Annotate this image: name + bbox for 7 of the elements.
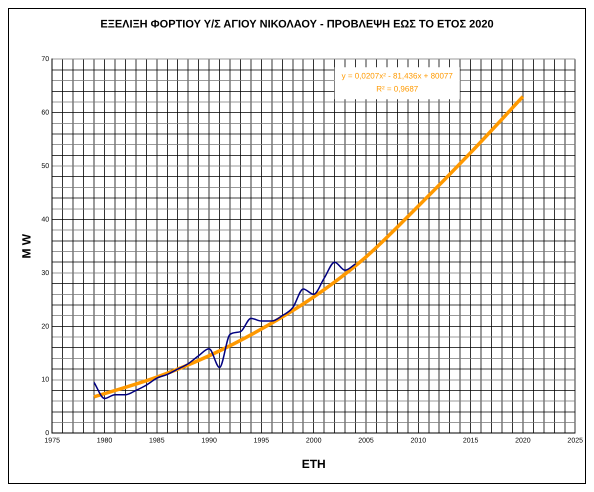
annotation: R² = 0,9687 <box>376 84 419 94</box>
annotation: y = 0,0207x² - 81,436x + 80077 <box>342 71 454 80</box>
x-axis-title: ΕΤΗ <box>302 457 326 472</box>
y-axis-title: M W <box>20 233 34 259</box>
line-series <box>93 261 356 400</box>
line-series <box>92 94 525 399</box>
chart-title: ΕΞΕΛΙΞΗ ΦΟΡΤΙΟΥ Υ/Σ ΑΓΙΟΥ ΝΙΚΟΛΑΟΥ - ΠΡΟΒΛΕΨΗ ΕΩΣ ΤΟ ΕΤΟΣ 2020 <box>100 18 494 31</box>
